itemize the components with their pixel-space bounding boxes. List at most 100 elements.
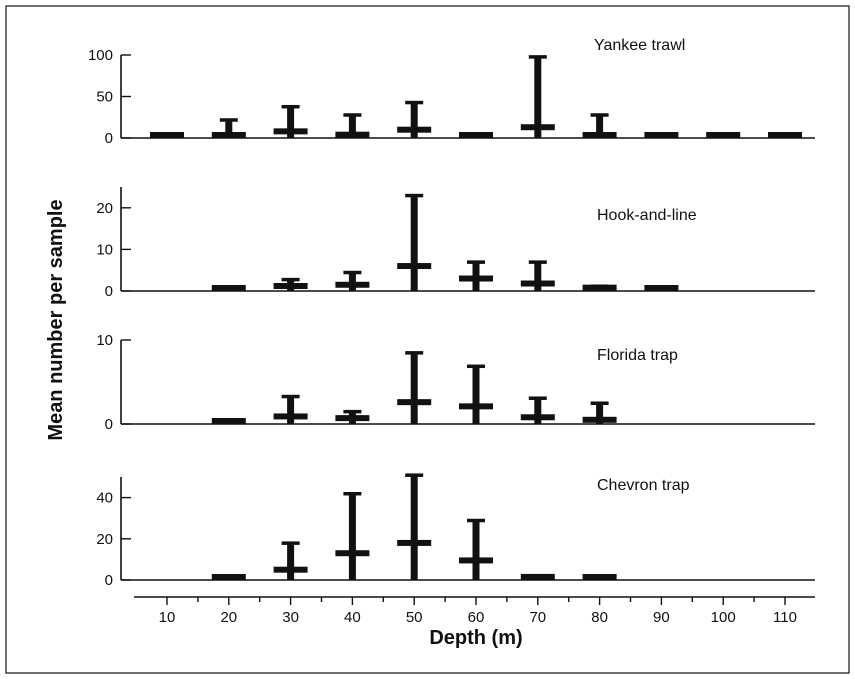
x-tick-label-50: 50 [406,609,423,626]
x-tick-label-90: 90 [653,609,670,626]
x-axis-title: Depth (m) [429,627,522,649]
x-tick-label-40: 40 [344,609,361,626]
error-bar-70 [534,397,542,424]
error-bar-80 [596,114,604,138]
error-cap-40 [343,409,362,414]
error-cap-40 [343,270,362,275]
mean-marker-40 [335,131,370,138]
mean-marker-70 [520,124,555,131]
error-cap-30 [281,541,300,545]
x-tick-label-60: 60 [468,609,485,626]
y-tick-label: 10 [96,332,113,349]
panels-group: 0 50 100 Yankee trawl 0 10 20 Hook-and-line 0 10 F… [88,37,815,589]
y-tick-label: 50 [96,89,113,106]
error-bar-80 [596,403,604,424]
error-cap-20 [219,118,238,122]
error-cap-40 [343,113,362,117]
mean-marker-30 [273,128,308,135]
error-bar-50 [410,195,418,291]
error-bar-70 [534,261,542,291]
x-tick-label-100: 100 [711,609,736,626]
x-tick-label-80: 80 [591,609,608,626]
y-axis-title: Mean number per sample [45,199,67,440]
mean-marker-60 [459,275,493,282]
error-cap-40 [343,491,362,496]
mean-marker-80 [582,416,617,423]
mean-marker-30 [273,566,308,573]
x-axis: 10 20 30 40 50 60 70 80 90 100 110 [134,596,815,626]
mean-marker-40 [335,415,370,422]
panel-title: Hook-and-line [597,207,697,224]
error-cap-50 [405,100,424,105]
error-bar-70 [534,56,542,138]
error-bar-40 [348,272,356,291]
mean-marker-40 [335,550,370,557]
y-tick-label: 40 [96,490,113,507]
error-cap-60 [467,518,485,523]
mean-marker-50 [397,126,432,133]
mean-marker-30 [273,283,308,290]
mean-marker-50 [397,539,432,546]
error-cap-30 [281,104,300,109]
error-bar-30 [287,106,295,138]
mean-marker-40 [335,281,370,288]
error-bar-60 [472,520,480,580]
error-cap-70 [528,396,547,400]
y-tick-label: 0 [105,130,113,147]
mean-marker-20 [211,574,246,580]
y-tick-label: 0 [105,416,113,433]
mean-marker-20 [211,132,246,138]
mean-marker-20 [211,285,246,291]
mean-marker-60 [459,132,493,138]
y-tick-label: 0 [105,572,113,589]
panel-title: Chevron trap [597,477,690,494]
figure-frame [5,5,850,674]
panel-chevron-trap: 0 20 40 Chevron trap [96,473,815,589]
x-tick-label-20: 20 [220,609,237,626]
mean-marker-10 [150,132,184,138]
mean-marker-70 [520,573,555,580]
y-tick-label: 10 [96,241,113,258]
mean-marker-60 [459,557,493,564]
mean-marker-90 [644,285,679,291]
mean-marker-30 [273,413,308,420]
error-cap-70 [528,260,547,264]
mean-marker-70 [520,414,555,421]
x-tick-label-30: 30 [282,609,299,626]
y-tick-label: 20 [96,200,113,217]
mean-marker-80 [582,574,617,580]
error-cap-50 [405,193,424,198]
error-cap-80 [590,113,609,117]
error-cap-50 [405,351,424,355]
error-bar-40 [348,493,356,580]
error-cap-60 [467,260,485,264]
error-cap-50 [405,473,424,477]
error-bar-50 [410,352,418,424]
mean-marker-60 [459,403,493,410]
error-bar-50 [410,102,418,138]
mean-marker-110 [768,132,802,138]
y-tick-label: 0 [105,283,113,300]
mean-marker-100 [706,132,741,138]
x-tick-label-70: 70 [529,609,546,626]
error-bar-60 [472,366,480,424]
error-bar-30 [287,396,295,424]
error-cap-30 [281,394,300,399]
error-cap-60 [467,364,485,369]
error-cap-80 [590,401,609,405]
panel-florida-trap: 0 10 Florida trap [96,332,815,433]
error-bar-30 [287,542,295,580]
mean-marker-20 [211,418,246,424]
mean-marker-70 [520,280,555,287]
mean-marker-50 [397,399,432,406]
panel-title: Florida trap [597,347,678,364]
panel-title: Yankee trawl [594,37,685,54]
mean-marker-80 [582,284,617,291]
panel-hook-and-line: 0 10 20 Hook-and-line [96,187,815,300]
mean-marker-80 [582,132,617,138]
error-bar-50 [410,474,418,580]
error-bar-40 [348,114,356,138]
y-tick-label: 20 [96,531,113,548]
x-tick-label-10: 10 [159,609,176,626]
